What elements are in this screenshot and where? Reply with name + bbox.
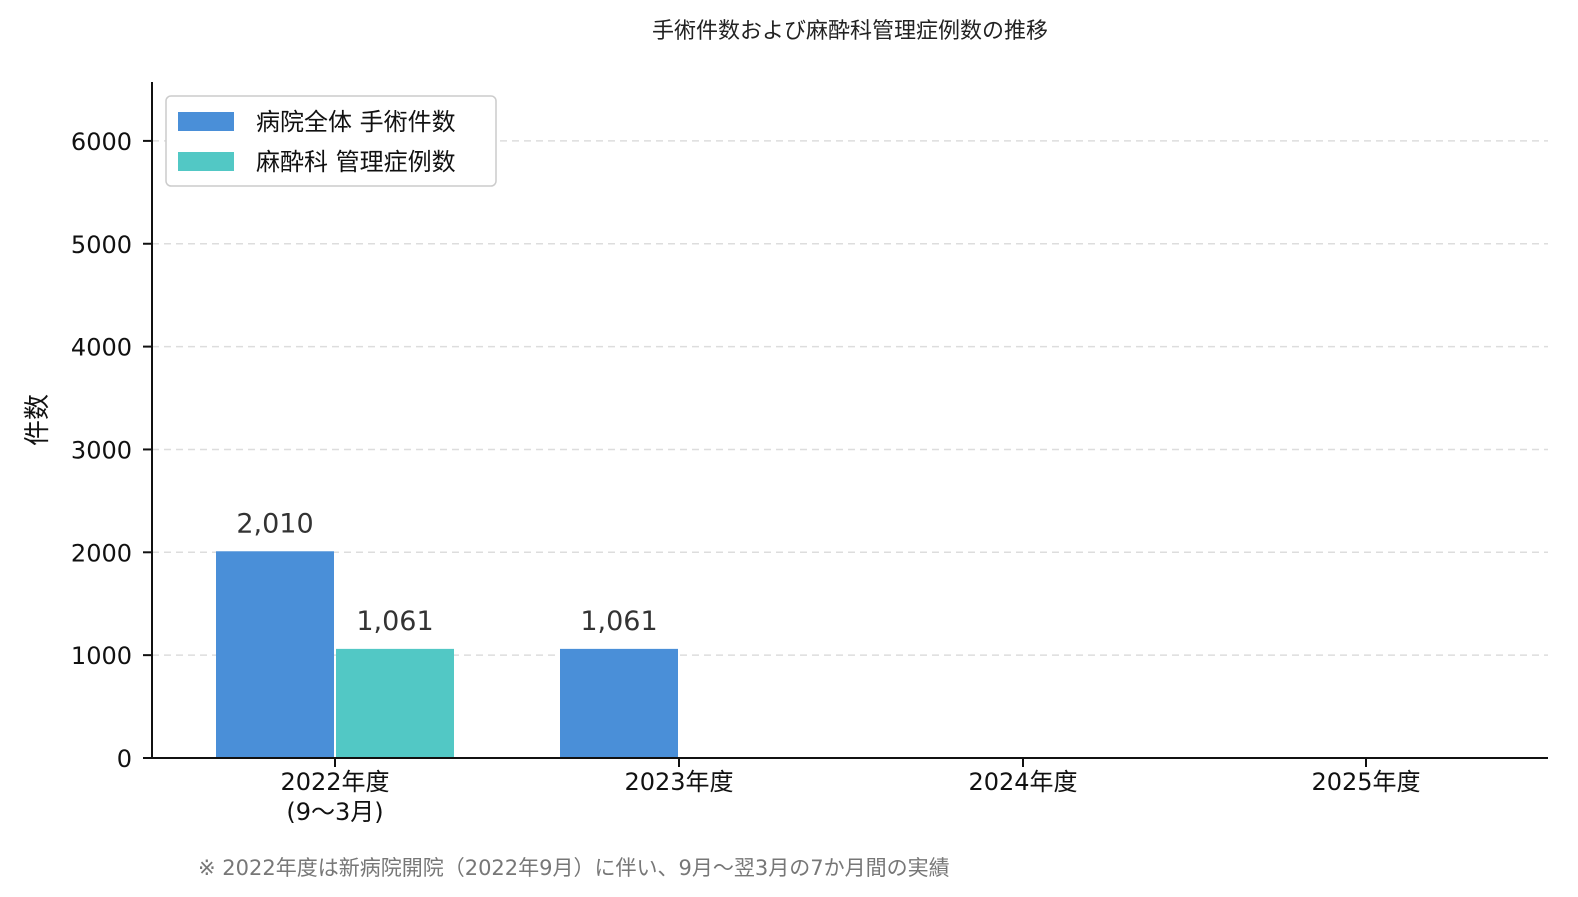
y-tick-label: 6000 [71, 128, 132, 156]
footnote: ※ 2022年度は新病院開院（2022年9月）に伴い、9月〜翌3月の7か月間の実… [198, 856, 950, 880]
legend-swatch [178, 152, 234, 171]
bar-2-2022年度 [336, 648, 454, 758]
y-tick-label: 0 [117, 745, 132, 773]
data-label: 2,010 [236, 508, 313, 539]
x-tick-label: (9〜3月) [286, 798, 383, 826]
y-axis-label: 件数 [23, 394, 53, 446]
bar-1-2022年度 [216, 551, 334, 758]
legend-label: 病院全体 手術件数 [256, 108, 456, 136]
y-tick-label: 1000 [71, 642, 132, 670]
data-labels: 2,010 1,061 1,061 [236, 508, 657, 637]
legend-swatch [178, 112, 234, 131]
y-tick-label: 2000 [71, 539, 132, 567]
data-label: 1,061 [580, 606, 657, 637]
x-tick-label: 2022年度 [280, 768, 389, 796]
bar-1-2023年度 [560, 648, 678, 758]
chart-title: 手術件数および麻酔科管理症例数の推移 [652, 19, 1048, 44]
grid-lines [152, 140, 1548, 656]
y-tick-label: 4000 [71, 334, 132, 362]
y-ticks: 0 1000 2000 3000 4000 5000 6000 [71, 128, 152, 773]
legend-label: 麻酔科 管理症例数 [256, 148, 456, 176]
legend-box [165, 95, 497, 187]
bars [216, 551, 678, 758]
x-tick-label: 2023年度 [624, 768, 733, 796]
data-label: 1,061 [356, 606, 433, 637]
x-ticks: 2022年度(9〜3月) 2023年度 2024年度 2025年度 [280, 758, 1421, 826]
x-tick-label: 2025年度 [1311, 768, 1420, 796]
y-tick-label: 5000 [71, 231, 132, 259]
x-tick-label: 2024年度 [968, 768, 1077, 796]
y-tick-label: 3000 [71, 436, 132, 464]
